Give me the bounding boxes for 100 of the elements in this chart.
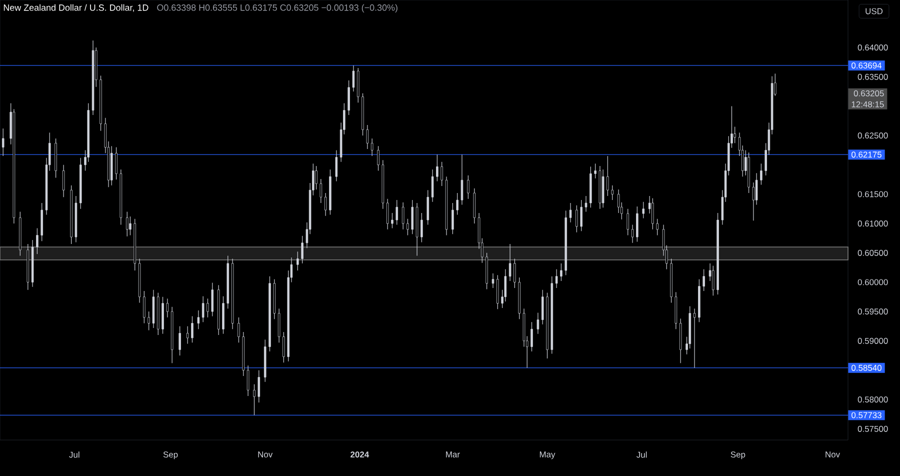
- candlestick: [115, 146, 118, 180]
- candlestick: [514, 258, 516, 288]
- x-tick-label: 2024: [350, 452, 370, 458]
- candlestick: [652, 198, 654, 230]
- candlestick: [62, 164, 65, 198]
- y-tick-label: 0.60500: [858, 250, 888, 256]
- candlestick: [456, 192, 458, 216]
- candlestick: [211, 282, 214, 317]
- candlestick: [348, 80, 350, 116]
- candlestick: [631, 224, 634, 244]
- candlestick: [626, 208, 629, 236]
- candlestick: [426, 190, 430, 225]
- candlestick: [536, 312, 540, 334]
- candlestick: [148, 311, 150, 331]
- candlestick: [541, 290, 544, 325]
- y-tick-label: 0.62500: [858, 132, 888, 139]
- candlestick: [611, 185, 614, 200]
- candlestick: [178, 326, 181, 356]
- y-tick-label: 0.58000: [858, 396, 888, 403]
- candlestick: [492, 273, 494, 288]
- ref-line-label: 0.63694: [852, 62, 882, 68]
- y-tick-label: 0.59000: [858, 338, 888, 344]
- candlestick: [530, 322, 533, 352]
- y-tick-label: 0.57500: [858, 426, 888, 432]
- x-tick-label: Sep: [163, 452, 178, 460]
- ref-line-label: 0.58540: [852, 364, 882, 371]
- y-tick-label: 0.60000: [858, 279, 888, 286]
- candlestick: [191, 316, 194, 343]
- candlestick: [452, 202, 454, 234]
- candlestick: [278, 308, 280, 343]
- candlestick: [734, 126, 736, 144]
- y-tick-label: 0.64000: [858, 44, 888, 51]
- candlestick: [431, 169, 434, 202]
- candlestick: [396, 200, 398, 225]
- candlestick: [606, 156, 609, 196]
- x-tick-label: May: [540, 452, 556, 460]
- y-tick-label: 0.63500: [858, 74, 888, 80]
- ref-line-label: 0.62175: [852, 152, 882, 158]
- candlestick: [126, 211, 128, 237]
- candlestick: [166, 298, 169, 318]
- candlestick: [282, 332, 285, 363]
- x-tick-label: Sep: [730, 452, 746, 460]
- text: 0.63205: [854, 90, 884, 96]
- y-tick-label: 0.59500: [858, 308, 888, 315]
- candlestick: [584, 196, 588, 212]
- candlestick: [569, 202, 572, 223]
- candlestick: [702, 268, 705, 292]
- y-tick-label: 0.61500: [858, 191, 888, 198]
- candlestick: [391, 212, 394, 229]
- candlestick: [143, 290, 146, 324]
- candlestick: [370, 138, 374, 156]
- candlestick: [467, 175, 470, 200]
- candlestick: [238, 317, 240, 343]
- candlestick: [335, 150, 338, 182]
- candlestick: [642, 202, 645, 219]
- candlestick: [366, 124, 369, 150]
- candlestick: [560, 263, 562, 282]
- candlestick: [320, 178, 322, 204]
- candlestick: [594, 163, 596, 179]
- chart-subtitle: O0.63398 H0.63555 L0.63175 C0.63205 −0.00193 (−0.30%): [157, 4, 398, 13]
- x-tick-label: Jul: [636, 452, 647, 458]
- candlestick: [555, 268, 558, 288]
- y-tick-label: 0.61000: [858, 220, 888, 227]
- candlestick: [352, 65, 355, 92]
- candlestick: [693, 308, 696, 368]
- candlestick: [197, 310, 200, 330]
- candlestick: [712, 265, 714, 296]
- candlestick: [301, 236, 304, 264]
- candlestick: [377, 146, 380, 172]
- candlestick: [576, 205, 578, 233]
- chart-title: New Zealand Dollar / U.S. Dollar, 1D: [4, 4, 148, 12]
- candlestick: [2, 128, 4, 156]
- text: 12:48:15: [852, 101, 884, 108]
- candlestick: [253, 384, 256, 416]
- candlestick: [186, 326, 189, 344]
- x-tick-label: Jul: [69, 452, 80, 458]
- y-axis-title: USD: [866, 8, 883, 14]
- candlestick: [246, 365, 250, 396]
- candlestick: [752, 182, 755, 221]
- candlestick: [406, 218, 409, 236]
- ref-line-label: 0.57733: [852, 412, 882, 418]
- candlestick: [315, 166, 318, 190]
- candlestick: [420, 212, 423, 243]
- candlestick: [508, 244, 512, 282]
- candlestick: [206, 298, 209, 318]
- candlestick: [760, 163, 762, 186]
- x-tick-label: Nov: [258, 452, 273, 458]
- candlestick: [636, 206, 638, 242]
- candlestick: [296, 251, 299, 271]
- candlestick: [258, 370, 260, 403]
- x-tick-label: Nov: [826, 452, 840, 458]
- candlestick: [36, 228, 38, 254]
- candlestick: [386, 198, 389, 230]
- candlestick: [656, 218, 658, 236]
- candlestick: [436, 154, 438, 182]
- candlestick: [402, 202, 404, 230]
- candlestick: [202, 296, 204, 322]
- candlestick: [440, 162, 443, 186]
- candlestick: [324, 192, 327, 216]
- candlestick: [460, 154, 464, 206]
